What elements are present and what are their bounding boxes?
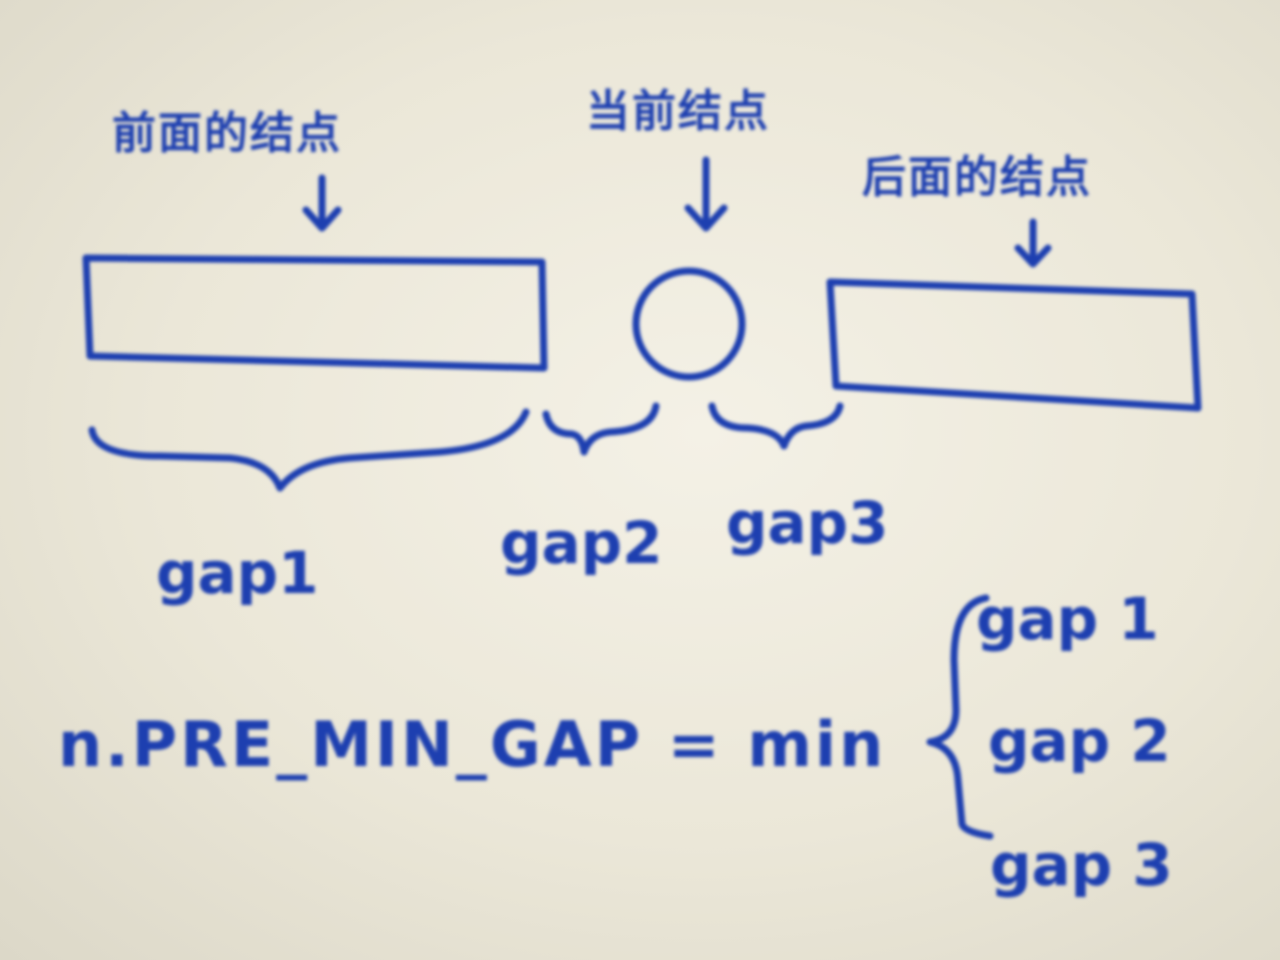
prev-node-rect: [82, 254, 548, 372]
gap2-label: gap2: [500, 509, 663, 577]
min-option-gap1: gap 1: [976, 585, 1159, 653]
gap1-label: gap1: [156, 539, 319, 607]
gap3-brace: [708, 402, 844, 450]
gap2-brace: [542, 402, 660, 456]
min-option-gap3: gap 3: [990, 831, 1173, 899]
current-node-label: 当前结点: [586, 86, 770, 137]
current-node-circle: [632, 267, 746, 381]
arrow-prev-node: [302, 174, 342, 232]
min-option-gap2: gap 2: [988, 707, 1171, 775]
arrow-current-node: [684, 156, 728, 232]
arrow-next-node: [1014, 218, 1052, 268]
next-node-label: 后面的结点: [862, 152, 1092, 203]
gap3-label: gap3: [726, 489, 889, 557]
min-brace: [926, 594, 994, 840]
formula-lhs: n.PRE_MIN_GAP = min: [58, 708, 887, 781]
next-node-rect: [826, 278, 1202, 412]
gap1-brace: [88, 408, 530, 492]
prev-node-label: 前面的结点: [112, 108, 342, 159]
